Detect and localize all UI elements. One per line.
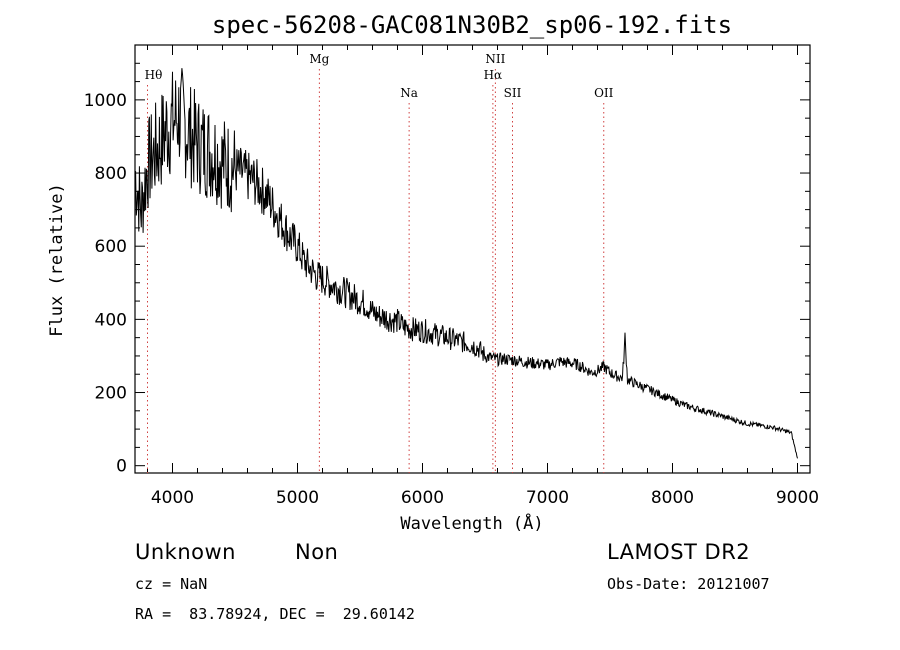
- y-tick-label: 0: [116, 457, 127, 477]
- spectrum-line: [134, 68, 798, 459]
- x-tick-label: 5000: [276, 488, 319, 508]
- class-text: Unknown: [135, 540, 236, 564]
- marker-label: Na: [400, 86, 418, 100]
- subclass-text: Non: [295, 540, 338, 564]
- marker-label: Mg: [309, 52, 329, 66]
- cz-text: cz = NaN: [135, 575, 207, 593]
- obs-date-text: Obs-Date: 20121007: [607, 575, 770, 593]
- x-tick-label: 9000: [776, 488, 819, 508]
- y-axis-label: Flux (relative): [47, 183, 67, 337]
- x-tick-label: 6000: [401, 488, 444, 508]
- y-tick-label: 600: [95, 237, 127, 257]
- x-tick-label: 7000: [526, 488, 569, 508]
- x-tick-label: 8000: [651, 488, 694, 508]
- y-tick-label: 800: [95, 164, 127, 184]
- y-tick-label: 1000: [84, 91, 127, 111]
- marker-label: OII: [594, 86, 614, 100]
- survey-text: LAMOST DR2: [607, 540, 750, 564]
- plot-frame: [134, 44, 811, 474]
- marker-label: SII: [504, 86, 522, 100]
- marker-label: Hα: [484, 68, 503, 82]
- radec-text: RA = 83.78924, DEC = 29.60142: [135, 605, 415, 623]
- x-axis: 4000 5000 6000 7000 8000 9000: [147, 45, 819, 508]
- y-axis: 0 200 400 600 800 1000: [84, 44, 810, 477]
- marker-label: NII: [485, 52, 505, 66]
- marker-label: Hθ: [145, 68, 163, 82]
- chart-title: spec-56208-GAC081N30B2_sp06-192.fits: [212, 11, 732, 39]
- x-tick-label: 4000: [151, 488, 194, 508]
- x-axis-label: Wavelength (Å): [400, 512, 543, 534]
- y-tick-label: 400: [95, 310, 127, 330]
- y-tick-label: 200: [95, 384, 127, 404]
